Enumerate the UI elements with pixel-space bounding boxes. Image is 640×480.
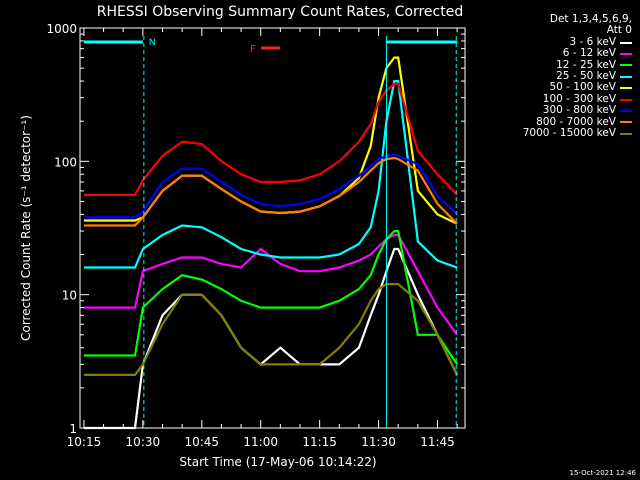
x-tick-label-6: 11:30 (361, 435, 396, 449)
series-line-3 (84, 231, 457, 364)
legend: Det 1,3,4,5,6,9, Att 0 3 - 6 keV6 - 12 k… (482, 14, 632, 139)
x-tick-label-7: 11:45 (420, 435, 455, 449)
chart-title: RHESSI Observing Summary Count Rates, Co… (97, 4, 463, 20)
legend-label: 6 - 12 keV (563, 48, 616, 59)
legend-swatch (620, 133, 632, 135)
legend-item-7: 300 - 800 keV (482, 105, 632, 116)
series-line-8 (84, 158, 457, 226)
x-axis-label: Start Time (17-May-06 10:14:22) (179, 455, 376, 469)
x-tick-label-5: 11:15 (302, 435, 337, 449)
flag-label-n: N (149, 38, 156, 48)
legend-item-9: 7000 - 15000 keV (482, 128, 632, 139)
legend-swatch (620, 87, 632, 89)
y-tick-label-4: 1000 (46, 22, 77, 36)
y-axis-label: Corrected Count Rate (s⁻¹ detector⁻¹) (19, 115, 33, 341)
flag-label-f: F (250, 44, 256, 55)
x-tick-label-4: 11:00 (243, 435, 278, 449)
legend-label: 300 - 800 keV (543, 105, 616, 116)
legend-swatch (620, 99, 632, 101)
plot-frame (80, 28, 465, 428)
series-line-5 (84, 58, 457, 224)
x-tick-label-1: 10:15 (67, 435, 102, 449)
legend-item-2: 6 - 12 keV (482, 48, 632, 59)
x-tick-label-2: 10:30 (126, 435, 161, 449)
legend-swatch (620, 121, 632, 123)
series-line-1 (84, 249, 457, 428)
legend-swatch (620, 110, 632, 112)
y-tick-label-2: 10 (62, 289, 77, 303)
legend-swatch (620, 76, 632, 78)
x-tick-label-3: 10:45 (184, 435, 219, 449)
y-tick-label-1: 1 (69, 422, 77, 436)
legend-label: 7000 - 15000 keV (523, 128, 616, 139)
legend-swatch (620, 64, 632, 66)
y-tick-label-3: 100 (54, 155, 77, 169)
legend-swatch (620, 53, 632, 55)
footer-timestamp: 15-Oct-2021 12:46 (570, 469, 636, 477)
legend-swatch (620, 42, 632, 44)
